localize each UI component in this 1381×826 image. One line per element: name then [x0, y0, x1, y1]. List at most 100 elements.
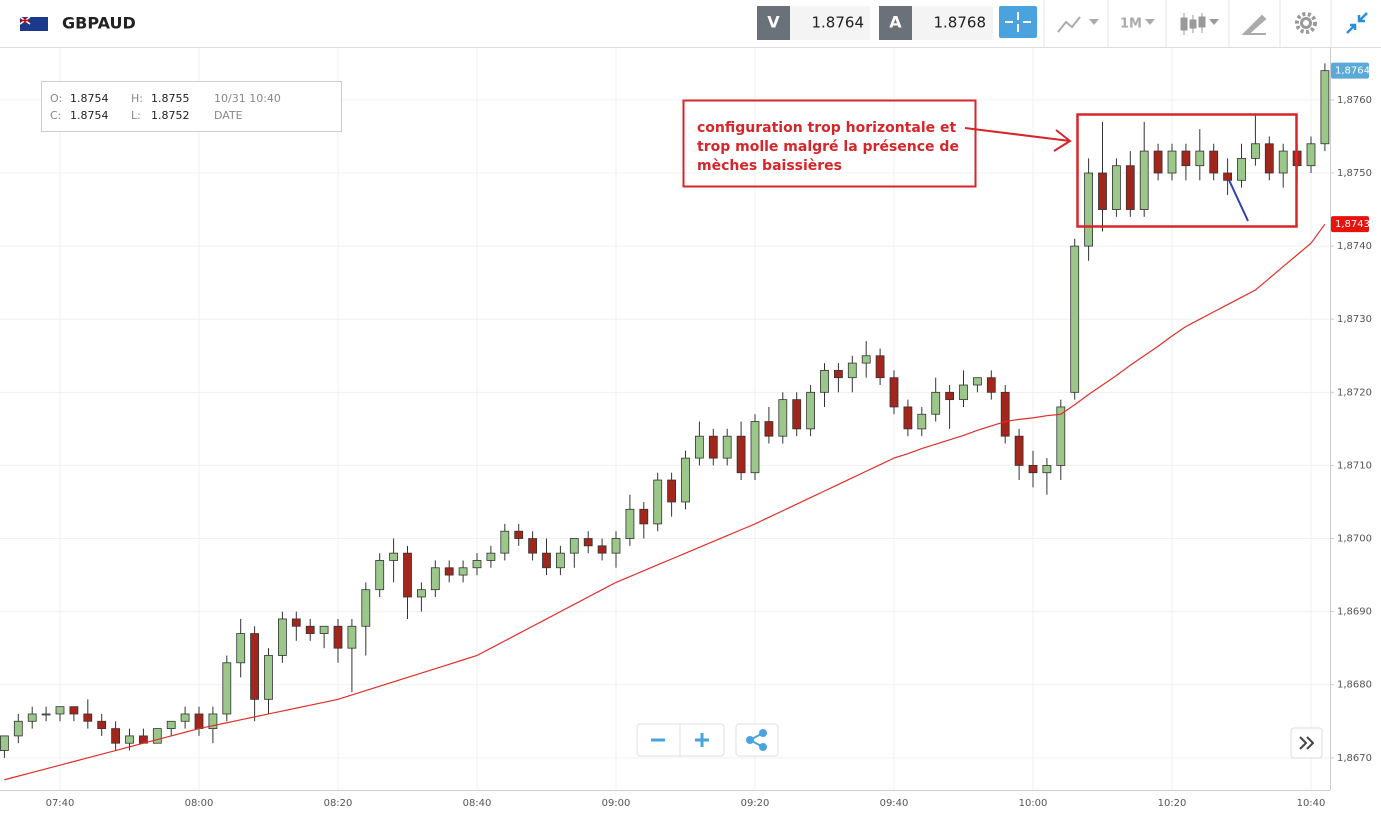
- candle-body: [889, 377, 899, 408]
- candle-body: [1278, 150, 1288, 174]
- price-tag: [1331, 62, 1369, 79]
- annotation-line: mèches baissières: [697, 158, 842, 174]
- moving-average: [4, 223, 1326, 781]
- x-tick-label: 09:00: [602, 798, 631, 809]
- info-cell: 1.8752: [151, 109, 190, 122]
- candle-body: [1306, 143, 1316, 167]
- candle-body: [208, 713, 218, 729]
- y-tick-label: 1,8730: [1337, 314, 1372, 325]
- candle-body: [458, 567, 468, 576]
- candle-body: [152, 728, 162, 744]
- candle-type-button[interactable]: [1180, 13, 1219, 35]
- candle-body: [1014, 435, 1024, 466]
- candle-body: [1098, 172, 1107, 210]
- candle-body: [1237, 157, 1246, 181]
- candle-body: [1167, 150, 1177, 174]
- sell-button[interactable]: [757, 6, 790, 40]
- candle-body: [97, 720, 107, 729]
- flag: [19, 16, 48, 31]
- candle-body: [514, 530, 524, 539]
- candle-body: [430, 567, 440, 591]
- candle-body: [125, 735, 134, 744]
- grid: [0, 48, 1330, 790]
- candle-body: [83, 713, 93, 722]
- candle-body: [847, 362, 857, 379]
- y-tick-label: 1,8760: [1337, 95, 1372, 106]
- chart-type-button[interactable]: [1057, 16, 1099, 33]
- candle-body: [166, 720, 176, 729]
- candle-body: [736, 435, 746, 474]
- candle-body: [500, 530, 510, 554]
- axes: 1,8670 1,8680 1,8690 1,8700 1,8710 1,8720 1,87…: [46, 62, 1372, 809]
- info-cell: 1.8754: [70, 109, 109, 122]
- crosshair-icon: [1005, 12, 1031, 32]
- candle-body: [931, 391, 941, 415]
- candle-body: [1028, 465, 1038, 474]
- info-cell: O:: [50, 92, 62, 105]
- scroll-end-icon: [1299, 736, 1315, 750]
- candle-body: [416, 589, 426, 598]
- settings-button[interactable]: [1295, 12, 1317, 34]
- y-tick-label: 1,8750: [1337, 168, 1372, 179]
- crosshair-button[interactable]: [999, 6, 1037, 38]
- zoom-in[interactable]: [695, 733, 709, 747]
- candle-body: [556, 552, 565, 569]
- candle-body: [861, 355, 871, 364]
- candle-body: [1195, 150, 1205, 167]
- candle-body: [389, 552, 399, 561]
- share-button[interactable]: [746, 729, 767, 751]
- candle-body: [973, 377, 982, 386]
- timeframe-arrow: [1145, 19, 1155, 25]
- y-tick-label: 1,8680: [1337, 680, 1372, 691]
- buy-price-box[interactable]: [912, 6, 993, 40]
- x-tick-label: 10:40: [1297, 798, 1326, 809]
- candle-body: [597, 545, 607, 554]
- timeframe[interactable]: 1M: [1120, 17, 1142, 32]
- candle-body: [986, 377, 996, 393]
- candle-body: [625, 508, 635, 539]
- x-tick-label: 10:00: [1019, 798, 1048, 809]
- candle-body: [333, 625, 343, 649]
- candle-body: [1264, 143, 1274, 174]
- x-tick-label: 09:20: [741, 798, 770, 809]
- price-tag-label: 1,8764: [1335, 66, 1370, 77]
- candle-body: [708, 435, 718, 459]
- annotation-arrow: [964, 127, 1072, 152]
- sell-price-box[interactable]: [790, 6, 870, 40]
- collapse-button[interactable]: [1346, 12, 1368, 34]
- candle-body: [403, 552, 412, 598]
- candle-body: [1125, 165, 1135, 210]
- sell-label: V: [767, 13, 780, 32]
- wick-pointer: [1228, 179, 1249, 222]
- info-box: [41, 81, 342, 132]
- candle-body: [486, 552, 496, 561]
- candle-body: [361, 589, 371, 627]
- x-tick-label: 08:00: [185, 798, 214, 809]
- candle-body: [69, 706, 79, 715]
- header-dividers: [1043, 0, 1332, 47]
- candle-body: [806, 391, 815, 430]
- x-tick-label: 10:20: [1158, 798, 1187, 809]
- candle-body: [945, 391, 954, 401]
- candle-body: [1056, 406, 1066, 466]
- candle-body: [667, 479, 676, 503]
- buy-price: 1.8768: [934, 14, 987, 32]
- buy-button[interactable]: [879, 6, 912, 40]
- sell-price: 1.8764: [812, 14, 865, 32]
- candle-body: [1181, 150, 1191, 167]
- candle-body: [264, 655, 273, 700]
- candle-body: [319, 625, 329, 634]
- candle-body: [681, 457, 690, 503]
- candle-body: [820, 369, 829, 393]
- candle-body: [250, 633, 260, 700]
- candle-body: [180, 713, 190, 722]
- x-tick-label: 08:20: [324, 798, 353, 809]
- symbol: GBPAUD: [62, 14, 136, 33]
- candle-body: [375, 560, 385, 591]
- draw-button[interactable]: [1241, 14, 1267, 35]
- candle-body: [959, 384, 968, 401]
- candle-body: [917, 413, 927, 430]
- candle-body: [722, 435, 732, 459]
- y-tick-label: 1,8670: [1337, 753, 1372, 764]
